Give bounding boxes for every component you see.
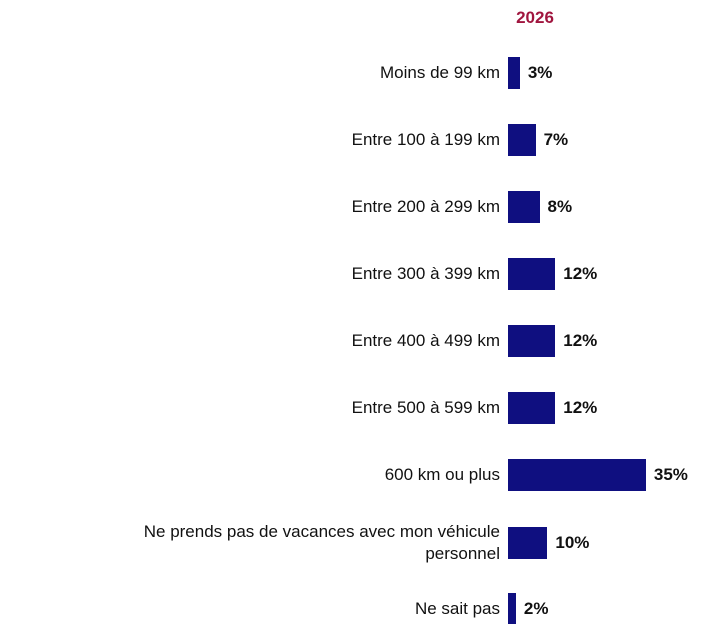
category-label: Entre 500 à 599 km	[351, 398, 500, 417]
value-label: 8%	[547, 197, 573, 216]
bar	[508, 459, 646, 491]
category-label: Entre 100 à 199 km	[351, 130, 500, 149]
value-label: 12%	[563, 331, 598, 350]
category-label: Entre 400 à 499 km	[351, 331, 500, 350]
bar	[508, 191, 540, 223]
value-label: 2%	[523, 599, 549, 618]
category-label: Entre 300 à 399 km	[351, 264, 500, 283]
value-label: 10%	[555, 533, 590, 552]
value-label: 3%	[527, 63, 553, 82]
bar	[508, 593, 516, 624]
chart-title: 2026	[516, 8, 554, 27]
bar	[508, 57, 520, 89]
value-label: 7%	[543, 130, 569, 149]
bar	[508, 258, 556, 290]
bar	[508, 527, 548, 559]
category-label: Moins de 99 km	[380, 63, 500, 82]
category-label: Ne prends pas de vacances avec mon véhic…	[143, 522, 500, 563]
category-label: Ne sait pas	[414, 599, 500, 618]
value-label: 12%	[563, 398, 598, 417]
value-label: 35%	[653, 465, 688, 484]
category-label: Entre 200 à 299 km	[351, 197, 500, 216]
bar	[508, 124, 536, 156]
category-label: 600 km ou plus	[384, 465, 500, 484]
bar	[508, 392, 556, 424]
value-label: 12%	[563, 264, 598, 283]
bar	[508, 325, 556, 357]
